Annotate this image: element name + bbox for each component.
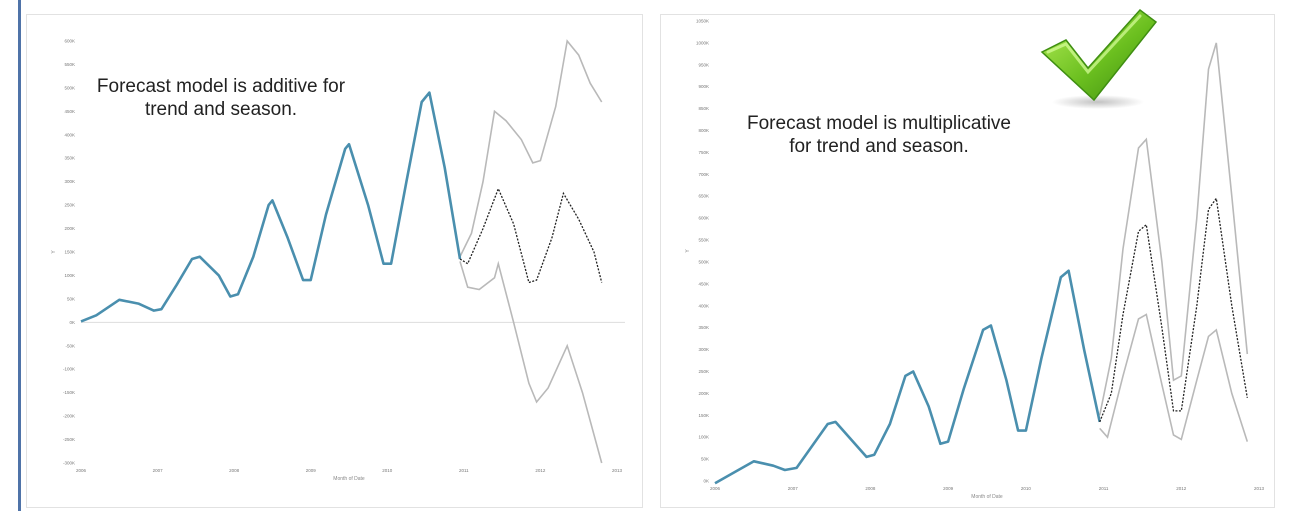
additive-x-tick-label: 2010 <box>382 468 393 473</box>
additive-x-tick-label: 2007 <box>153 468 164 473</box>
multiplicative-x-tick-label: 2012 <box>1176 486 1187 491</box>
additive-x-tick-label: 2008 <box>229 468 240 473</box>
multiplicative-y-tick-label: 600K <box>698 216 709 221</box>
additive-x-tick-label: 2013 <box>612 468 623 473</box>
additive-chart-svg: -300K -250K -200K -150K -100K -50K 0K 50K 100K 15… <box>51 39 625 482</box>
additive-actual-line <box>80 91 462 323</box>
multiplicative-actual-line <box>714 269 1101 485</box>
multiplicative-y-tick-label: 150K <box>698 413 709 418</box>
accent-bar <box>18 0 21 511</box>
multiplicative-y-tick-label: 500K <box>698 259 709 264</box>
additive-y-tick-label: 550K <box>64 62 75 67</box>
multiplicative-y-tick-label: 750K <box>698 150 709 155</box>
additive-y-tick-label: 350K <box>64 156 75 161</box>
additive-y-tick-label: -200K <box>63 414 75 419</box>
multiplicative-annotation: Forecast model is multiplicative for tre… <box>747 113 1011 157</box>
additive-y-tick-label: 500K <box>64 85 75 90</box>
additive-y-tick-label: -50K <box>65 343 75 348</box>
additive-y-tick-label: 300K <box>64 179 75 184</box>
additive-y-tick-label: 400K <box>64 132 75 137</box>
multiplicative-y-tick-label: 50K <box>701 457 709 462</box>
additive-y-tick-label: -150K <box>63 390 75 395</box>
multiplicative-y-tick-label: 800K <box>698 128 709 133</box>
additive-x-tick-label: 2011 <box>459 468 469 473</box>
additive-y-tick-label: 100K <box>64 273 75 278</box>
additive-y-tick-label: 200K <box>64 226 75 231</box>
additive-x-tick-label: 2006 <box>76 468 87 473</box>
additive-annotation: Forecast model is additive for trend and… <box>96 76 346 120</box>
multiplicative-y-tick-label: 1050K <box>696 19 709 24</box>
multiplicative-y-tick-label: 650K <box>698 194 709 199</box>
multiplicative-y-tick-label: 900K <box>698 84 709 89</box>
green-checkmark-icon <box>1040 8 1158 109</box>
multiplicative-y-tick-label: 450K <box>698 281 709 286</box>
multiplicative-y-tick-label: 400K <box>698 303 709 308</box>
additive-y-tick-label: 600K <box>64 39 75 44</box>
multiplicative-lower-line <box>1099 313 1249 442</box>
multiplicative-y-tick-label: 100K <box>698 435 709 440</box>
multiplicative-x-tick-label: 2007 <box>788 486 799 491</box>
multiplicative-y-tick-label: 850K <box>698 106 709 111</box>
additive-y-tick-label: 0K <box>69 320 75 325</box>
additive-forecast-line <box>459 186 603 284</box>
multiplicative-x-tick-label: 2009 <box>943 486 954 491</box>
multiplicative-x-tick-label: 2011 <box>1099 486 1109 491</box>
multiplicative-x-tick-label: 2008 <box>865 486 876 491</box>
multiplicative-x-tick-label: 2010 <box>1021 486 1032 491</box>
additive-lower-line <box>459 260 603 464</box>
additive-y-tick-label: 150K <box>64 250 75 255</box>
multiplicative-x-tick-label: 2006 <box>710 486 721 491</box>
multiplicative-chart-svg: 0K 50K 100K 150K 200K 250K 300K 350K 400K 450K 500… <box>685 19 1265 501</box>
multiplicative-y-tick-label: 300K <box>698 347 709 352</box>
multiplicative-forecast-line <box>1099 196 1248 423</box>
multiplicative-y-tick-label: 700K <box>698 172 709 177</box>
additive-y-tick-label: 450K <box>64 109 75 114</box>
multiplicative-x-tick-label: 2013 <box>1254 486 1265 491</box>
multiplicative-y-tick-label: 950K <box>698 62 709 67</box>
additive-x-tick-label: 2012 <box>535 468 546 473</box>
additive-x-tick-label: 2009 <box>306 468 317 473</box>
multiplicative-y-tick-label: 1000K <box>696 40 709 45</box>
additive-x-axis-title: Month of Date <box>333 476 365 482</box>
multiplicative-y-tick-label: 200K <box>698 391 709 396</box>
additive-y-tick-label: -100K <box>63 367 75 372</box>
multiplicative-y-tick-label: 350K <box>698 325 709 330</box>
multiplicative-y-tick-label: 0K <box>703 479 709 484</box>
multiplicative-forecast-chart: 0K 50K 100K 150K 200K 250K 300K 350K 400K 450K 500… <box>660 14 1275 508</box>
multiplicative-y-axis-title: Y <box>685 249 691 253</box>
multiplicative-y-tick-label: 250K <box>698 369 709 374</box>
additive-y-tick-label: 50K <box>67 296 75 301</box>
additive-y-tick-label: -250K <box>63 437 75 442</box>
additive-y-tick-label: -300K <box>63 461 75 466</box>
additive-upper-line <box>459 39 603 258</box>
multiplicative-x-axis-title: Month of Date <box>971 494 1003 500</box>
additive-y-axis-title: Y <box>51 250 57 254</box>
additive-y-tick-label: 250K <box>64 203 75 208</box>
multiplicative-upper-line <box>1098 42 1249 416</box>
additive-forecast-chart: -300K -250K -200K -150K -100K -50K 0K 50K 100K 15… <box>26 14 643 508</box>
multiplicative-y-tick-label: 550K <box>698 238 709 243</box>
